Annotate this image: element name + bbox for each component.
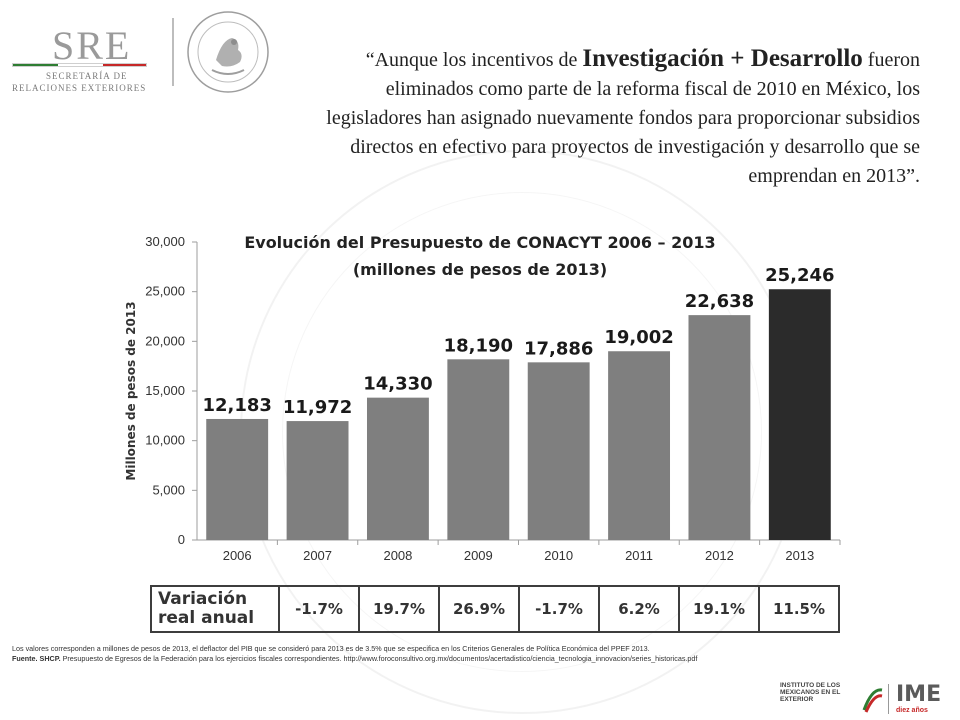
ime-swirl-icon <box>862 688 883 713</box>
ime-tagline: diez años <box>896 707 928 714</box>
y-tick-label: 10,000 <box>145 433 185 448</box>
footnote: Los valores corresponden a millones de p… <box>12 644 650 653</box>
coat-of-arms-icon <box>187 11 269 93</box>
quote-emphasis: Investigación + Desarrollo <box>582 45 863 72</box>
bar <box>608 351 671 540</box>
bar <box>447 359 510 540</box>
variation-header-line2: real anual <box>158 608 255 628</box>
y-tick-label: 25,000 <box>145 284 185 299</box>
variation-table: Variación real anual -1.7% 19.7% 26.9% -1… <box>150 585 840 633</box>
bar <box>206 418 269 540</box>
bar-value-label: 22,638 <box>685 291 754 312</box>
bar-value-label: 17,886 <box>524 338 593 359</box>
variation-cell: 26.9% <box>438 585 520 633</box>
quote-text: “Aunque los incentivos de Investigación … <box>300 44 920 191</box>
bar-value-label: 14,330 <box>363 374 432 395</box>
bar-value-label: 18,190 <box>444 335 513 356</box>
x-tick-label: 2007 <box>303 548 332 563</box>
flag-rule <box>12 63 147 67</box>
bar-chart: 0 5,000 10,000 15,000 20,000 25,000 30,000 Mill… <box>124 234 841 563</box>
logo-subtitle-2: RELACIONES EXTERIORES <box>12 83 147 93</box>
x-tick-label: 2010 <box>544 548 573 563</box>
bar <box>768 289 831 540</box>
bar-value-label: 25,246 <box>765 265 834 286</box>
quote-part2: fueron eliminados como parte de la refor… <box>326 49 920 187</box>
logo-word: SRE <box>52 23 132 68</box>
variation-row: Variación real anual -1.7% 19.7% 26.9% -1… <box>150 585 840 633</box>
bar-value-label: 19,002 <box>604 327 673 348</box>
bar-value-label: 11,972 <box>283 397 352 418</box>
variation-cell: 11.5% <box>758 585 840 633</box>
y-tick-label: 0 <box>178 532 185 547</box>
chart-subtitle: (millones de pesos de 2013) <box>352 260 608 279</box>
ime-word: IME <box>896 682 942 707</box>
y-tick-label: 20,000 <box>145 333 185 348</box>
variation-cell: 19.7% <box>358 585 440 633</box>
bar <box>527 362 590 540</box>
y-tick-label: 30,000 <box>145 234 185 249</box>
source-note: Fuente. SHCP. Presupuesto de Egresos de … <box>12 654 952 663</box>
x-tick-label: 2009 <box>464 548 493 563</box>
ime-institute-name: INSTITUTO DE LOS MEXICANOS EN EL EXTERIO… <box>780 682 841 703</box>
bar-value-label: 12,183 <box>202 395 271 416</box>
x-tick-label: 2013 <box>785 548 814 563</box>
variation-cell: 6.2% <box>598 585 680 633</box>
ime-logo: INSTITUTO DE LOS MEXICANOS EN EL EXTERIO… <box>780 680 960 720</box>
chart-title: Evolución del Presupuesto de CONACYT 200… <box>244 233 716 252</box>
logo-divider <box>172 18 174 86</box>
ime-divider <box>888 684 889 714</box>
variation-header: Variación real anual <box>150 585 280 633</box>
quote-part1: “Aunque los incentivos de <box>365 49 583 71</box>
x-tick-label: 2006 <box>223 548 252 563</box>
x-tick-label: 2008 <box>383 548 412 563</box>
y-tick-label: 5,000 <box>152 482 185 497</box>
x-tick-label: 2012 <box>705 548 734 563</box>
sre-logo: SRE SECRETARÍA DE RELACIONES EXTERIORES <box>0 0 280 110</box>
x-tick-label: 2011 <box>625 548 653 563</box>
logo-subtitle-1: SECRETARÍA DE <box>46 71 128 81</box>
variation-cell: -1.7% <box>278 585 360 633</box>
source-text: Presupuesto de Egresos de la Federación … <box>60 654 698 663</box>
y-tick-label: 15,000 <box>145 383 185 398</box>
variation-cell: -1.7% <box>518 585 600 633</box>
bar <box>688 315 751 540</box>
y-axis-label: Millones de pesos de 2013 <box>124 301 138 480</box>
variation-cell: 19.1% <box>678 585 760 633</box>
bar <box>286 421 349 540</box>
bar <box>366 397 429 540</box>
source-label: Fuente. SHCP. <box>12 654 61 663</box>
variation-header-line1: Variación <box>158 589 248 609</box>
